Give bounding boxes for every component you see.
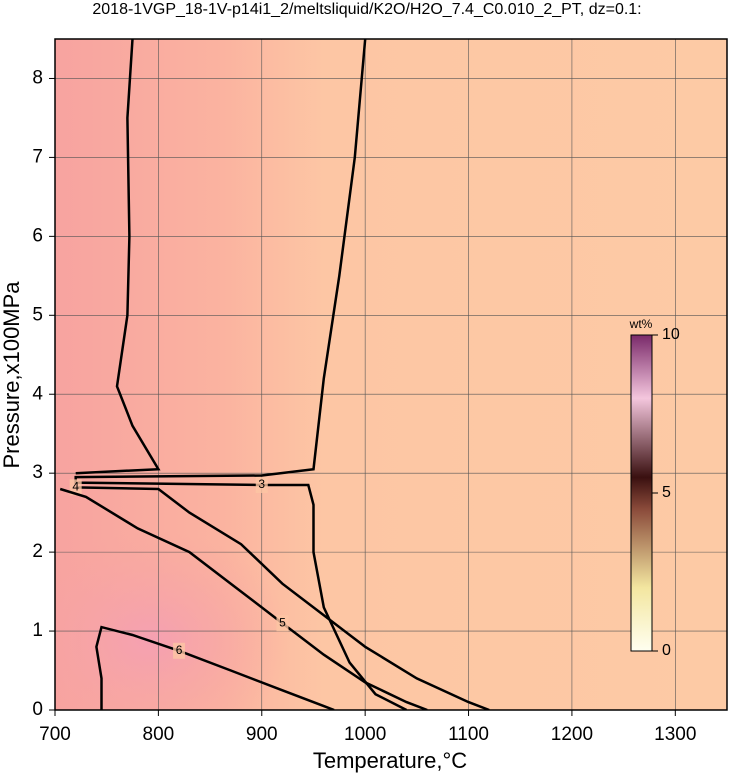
chart-title: 2018-1VGP_18-1V-p14i1_2/meltsliquid/K2O/… [92, 1, 641, 18]
colorbar [630, 334, 653, 652]
contour-label: 5 [279, 615, 286, 629]
x-tick-label: 800 [143, 724, 175, 745]
x-axis-label: Temperature,°C [313, 748, 467, 773]
plot-shading [55, 530, 290, 710]
y-tick-label: 3 [32, 462, 43, 483]
x-tick-label: 700 [39, 724, 71, 745]
x-tick-label: 1000 [344, 724, 386, 745]
contour-label: 4 [72, 480, 79, 494]
x-tick-label: 1200 [551, 724, 593, 745]
y-tick-label: 0 [32, 699, 43, 720]
x-tick-label: 1100 [448, 724, 489, 745]
contour-line [75, 39, 490, 710]
contour-label-bg [69, 479, 82, 496]
contours: 3 4 5 6 [59, 39, 490, 710]
y-tick-label: 8 [32, 67, 43, 88]
contour-label-bg [255, 477, 268, 494]
x-tick-label: 1300 [654, 724, 696, 745]
colorbar-label: wt% [629, 317, 653, 331]
y-axis-label: Pressure,x100MPa [0, 281, 24, 469]
contour-line [59, 487, 428, 710]
y-tick-label: 6 [32, 225, 43, 246]
contour-label: 6 [176, 643, 183, 657]
x-tick-label: 900 [246, 724, 278, 745]
colorbar-tick-label: 10 [662, 326, 680, 343]
y-tick-label: 5 [32, 304, 43, 325]
plot-frame [54, 38, 728, 711]
contour-label-bg [173, 642, 186, 659]
y-tick-label: 2 [32, 541, 43, 562]
y-tick-label: 4 [32, 383, 43, 404]
y-tick-label: 1 [32, 620, 43, 641]
y-tick-label: 7 [32, 146, 43, 167]
contour-label: 3 [258, 477, 265, 491]
contour-line [95, 625, 335, 710]
colorbar-tick-label: 5 [662, 484, 671, 501]
colorbar-tick-label: 0 [662, 642, 671, 659]
contour-line [74, 39, 408, 710]
contour-label-bg [276, 615, 289, 632]
